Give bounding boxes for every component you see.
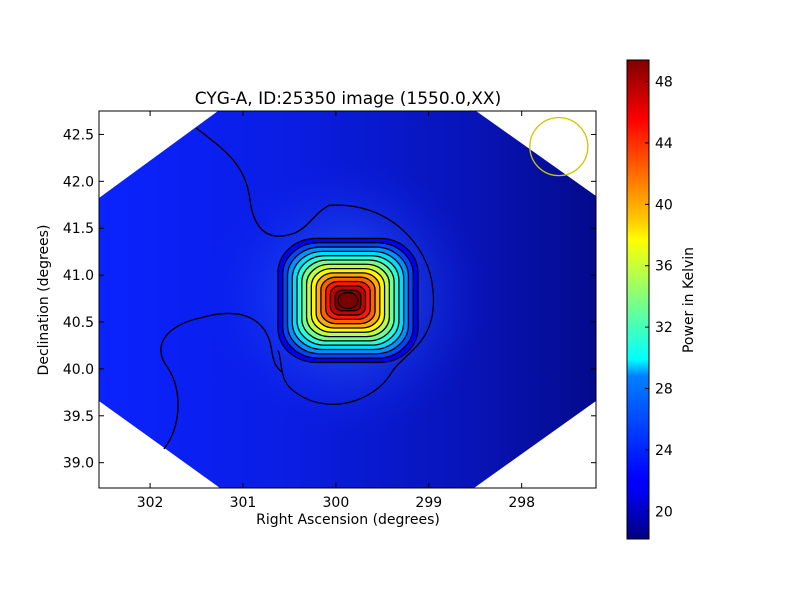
colorbar-tick-label: 28 bbox=[655, 382, 673, 398]
colorbar-tick-label: 44 bbox=[655, 136, 673, 152]
colorbar bbox=[626, 59, 650, 540]
y-tick-label: 40.0 bbox=[63, 362, 94, 378]
contour-line bbox=[277, 237, 419, 364]
x-tick-label: 301 bbox=[230, 495, 257, 511]
contour-line bbox=[286, 246, 410, 355]
colorbar-axis: 20 24 28 32 36 40 44 48 bbox=[645, 74, 673, 520]
y-axis: 39.0 39.5 40.0 40.5 41.0 41.5 42.0 42.5 bbox=[63, 127, 596, 472]
colorbar-tick-label: 36 bbox=[655, 259, 673, 275]
contour-line bbox=[325, 280, 371, 321]
x-tick-label: 300 bbox=[323, 495, 350, 511]
chart-title: CYG-A, ID:25350 image (1550.0,XX) bbox=[195, 89, 501, 109]
contour-line bbox=[315, 272, 381, 329]
plot-frame bbox=[98, 110, 597, 489]
contour-line bbox=[301, 259, 395, 342]
contour-line bbox=[310, 267, 386, 333]
y-axis-label: Declination (degrees) bbox=[36, 225, 52, 376]
y-tick-label: 41.5 bbox=[63, 221, 94, 237]
contour-line bbox=[329, 285, 367, 316]
y-tick-label: 40.5 bbox=[63, 315, 94, 331]
y-tick-label: 42.5 bbox=[63, 127, 94, 143]
x-axis-label: Right Ascension (degrees) bbox=[256, 512, 440, 528]
contour-line bbox=[282, 242, 414, 359]
contour-line-left-upper bbox=[195, 127, 331, 237]
contour-line bbox=[305, 263, 390, 338]
y-tick-label: 41.0 bbox=[63, 268, 94, 284]
colorbar-tick-label: 24 bbox=[655, 443, 673, 459]
colorbar-tick-label: 48 bbox=[655, 74, 673, 90]
x-tick-label: 302 bbox=[137, 495, 164, 511]
colorbar-tick-label: 32 bbox=[655, 320, 673, 336]
contour-lines bbox=[277, 204, 435, 405]
peak-marker bbox=[337, 291, 359, 310]
colorbar-tick-label: 40 bbox=[655, 197, 673, 213]
x-tick-label: 299 bbox=[415, 495, 442, 511]
x-axis: 302 301 300 299 298 bbox=[137, 111, 535, 511]
contour-line-left-lower bbox=[160, 312, 283, 450]
contour-line bbox=[291, 250, 405, 351]
y-tick-label: 39.5 bbox=[63, 409, 94, 425]
beam-circle bbox=[529, 116, 589, 177]
contour-line bbox=[320, 276, 376, 325]
y-tick-label: 42.0 bbox=[63, 174, 94, 190]
contour-line bbox=[296, 255, 400, 346]
colorbar-tick-label: 20 bbox=[655, 504, 673, 520]
contour-line-outer bbox=[277, 204, 435, 405]
colorbar-label: Power in Kelvin bbox=[681, 247, 697, 353]
contour-line bbox=[334, 289, 362, 312]
y-tick-label: 39.0 bbox=[63, 456, 94, 472]
x-tick-label: 298 bbox=[508, 495, 535, 511]
